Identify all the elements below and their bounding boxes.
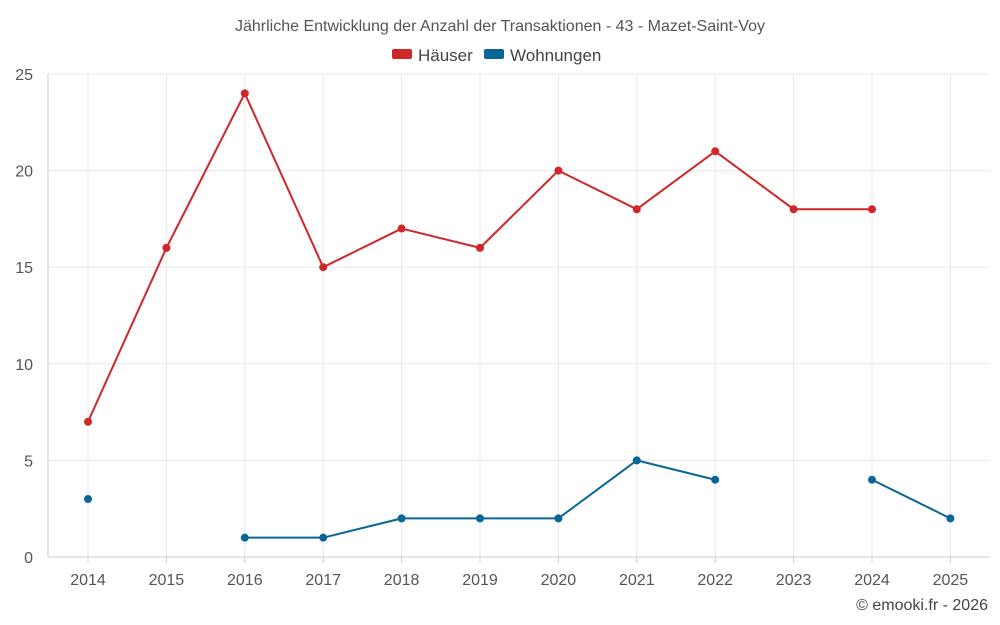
data-point-wohnungen: [319, 533, 328, 542]
x-tick-label: 2024: [854, 572, 890, 589]
y-tick-label: 20: [15, 164, 33, 181]
y-tick-label: 25: [15, 67, 33, 84]
chart-title: Jährliche Entwicklung der Anzahl der Tra…: [235, 18, 765, 35]
x-tick-label: 2022: [697, 572, 733, 589]
data-point-wohnungen: [240, 533, 249, 542]
x-tick-label: 2014: [70, 572, 106, 589]
series-wohnungen: [84, 456, 955, 542]
data-point-wohnungen: [946, 514, 955, 523]
data-point-wohnungen: [632, 456, 641, 465]
y-tick-label: 15: [15, 260, 33, 277]
data-point-haeuser: [240, 89, 249, 98]
legend-label-wohnungen: Wohnungen: [510, 46, 601, 65]
data-point-haeuser: [789, 205, 798, 214]
grid: [48, 73, 990, 557]
data-point-haeuser: [319, 263, 328, 272]
data-point-haeuser: [476, 243, 484, 252]
credit-text: © emooki.fr - 2026: [856, 597, 988, 614]
series-haeuser: [84, 89, 876, 426]
legend-swatch-haeuser: [392, 49, 412, 59]
x-tick-label: 2025: [933, 572, 969, 589]
data-point-haeuser: [711, 147, 720, 156]
x-tick-label: 2021: [619, 572, 655, 589]
legend-item-haeuser[interactable]: Häuser: [392, 46, 473, 65]
data-point-haeuser: [84, 417, 92, 426]
data-point-haeuser: [868, 205, 876, 214]
x-tick-label: 2020: [541, 572, 577, 589]
x-tick-label: 2017: [305, 572, 341, 589]
y-tick-label: 5: [24, 453, 33, 470]
x-tick-label: 2018: [384, 572, 420, 589]
data-point-wohnungen: [476, 514, 484, 523]
series-line-wohnungen: [871, 478, 951, 520]
legend: Häuser Wohnungen: [392, 46, 601, 65]
data-point-haeuser: [632, 205, 641, 214]
data-point-wohnungen: [868, 475, 876, 484]
series: [84, 89, 955, 542]
legend-item-wohnungen[interactable]: Wohnungen: [484, 46, 601, 65]
data-point-haeuser: [162, 243, 171, 252]
legend-label-haeuser: Häuser: [418, 46, 473, 65]
data-point-wohnungen: [711, 475, 720, 484]
x-tick-label: 2015: [149, 572, 185, 589]
x-tick-label: 2016: [227, 572, 263, 589]
y-tick-label: 10: [15, 357, 33, 374]
data-point-wohnungen: [554, 514, 563, 523]
x-tick-label: 2023: [776, 572, 812, 589]
data-point-wohnungen: [84, 495, 92, 504]
data-point-haeuser: [397, 224, 406, 233]
x-tick-label: 2019: [462, 572, 498, 589]
y-tick-label: 0: [24, 550, 33, 567]
legend-swatch-wohnungen: [484, 49, 504, 59]
data-point-wohnungen: [397, 514, 406, 523]
data-point-haeuser: [554, 166, 563, 175]
